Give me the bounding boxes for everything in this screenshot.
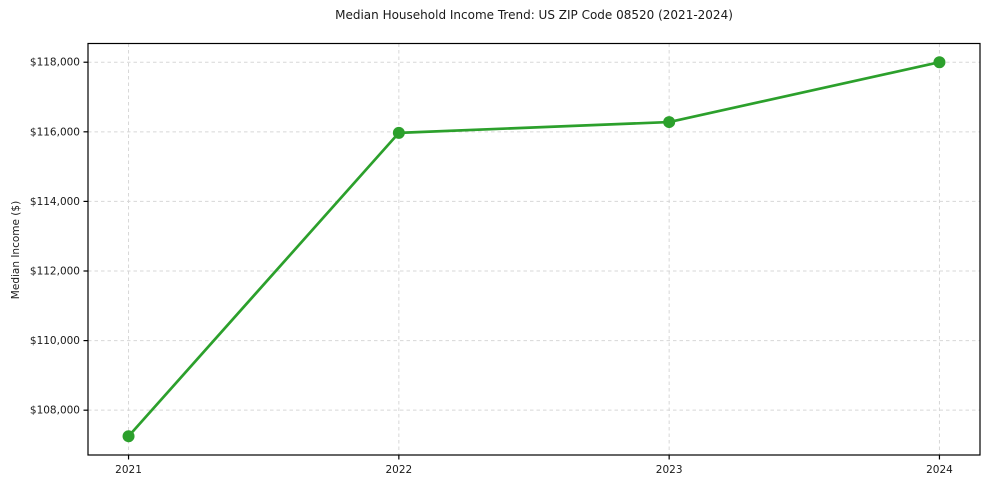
data-point-marker bbox=[663, 116, 676, 129]
y-tick-label: $108,000 bbox=[30, 405, 80, 417]
y-tick-label: $110,000 bbox=[30, 335, 80, 347]
axes-border bbox=[87, 42, 981, 456]
data-point-marker bbox=[392, 126, 405, 139]
data-line bbox=[127, 60, 941, 438]
data-point-marker bbox=[122, 430, 135, 443]
x-tick-label: 2022 bbox=[385, 464, 412, 476]
y-tick-label: $118,000 bbox=[30, 57, 80, 69]
y-tick-label: $112,000 bbox=[30, 265, 80, 277]
data-point-marker bbox=[933, 56, 946, 69]
x-tick-label: 2021 bbox=[115, 464, 142, 476]
y-tick-label: $114,000 bbox=[30, 196, 80, 208]
y-tick-label: $116,000 bbox=[30, 126, 80, 138]
x-tick-label: 2024 bbox=[926, 464, 953, 476]
x-tick-label: 2023 bbox=[656, 464, 683, 476]
chart-title: Median Household Income Trend: US ZIP Co… bbox=[335, 8, 733, 22]
